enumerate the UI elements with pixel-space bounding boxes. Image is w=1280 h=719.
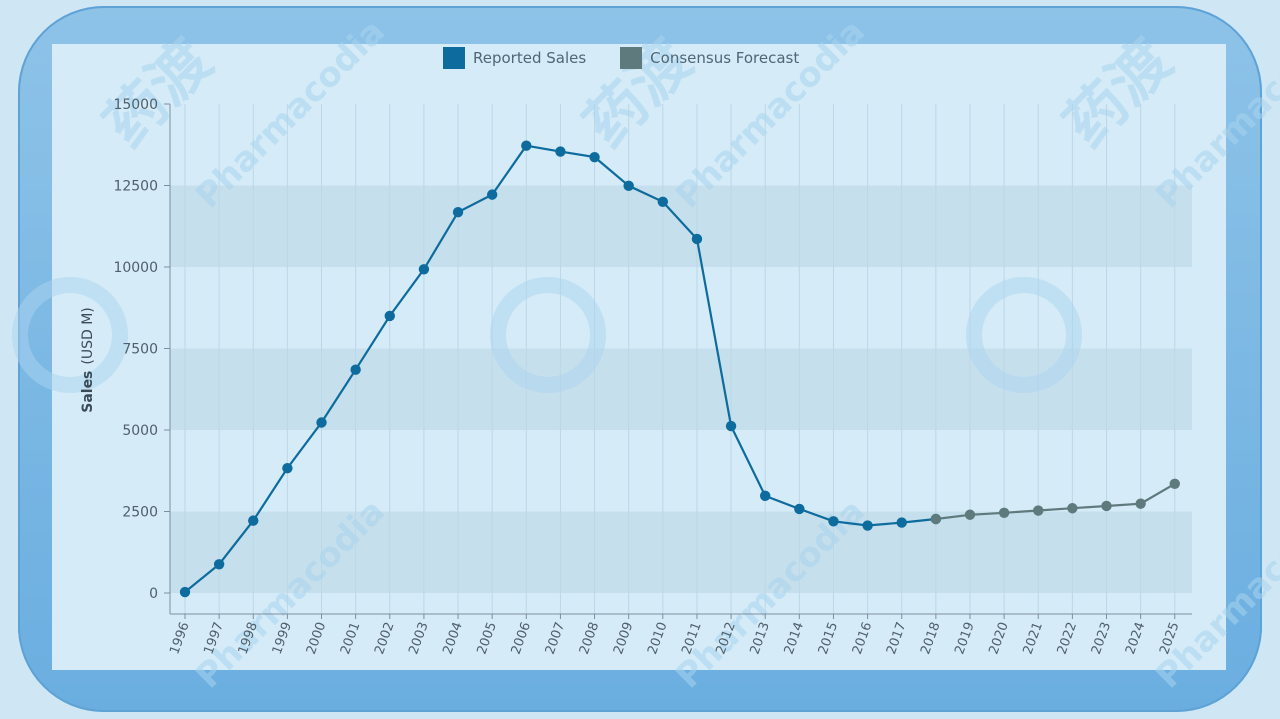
point-1-2018 (930, 513, 942, 525)
legend-item-reported[interactable]: Reported Sales (443, 47, 586, 69)
point-1-2019 (964, 509, 976, 520)
x-tick-2015: 2015 (816, 620, 841, 656)
x-tick-2023: 2023 (1089, 620, 1114, 656)
y-tick-10000: 10000 (113, 260, 158, 276)
watermark-cn-1: 药渡 (91, 26, 225, 160)
point-0-1999 (282, 462, 293, 474)
watermark-cn-3: 药渡 (1051, 26, 1185, 160)
band-2 (170, 185, 1192, 267)
point-1-2025 (1169, 478, 1180, 489)
point-0-2011 (691, 233, 703, 245)
x-tick-2004: 2004 (440, 620, 465, 656)
x-tick-2010: 2010 (645, 620, 670, 656)
watermark-logo-2 (490, 277, 606, 393)
point-1-2022 (1067, 503, 1078, 514)
point-0-2003 (418, 264, 430, 275)
y-tick-12500: 12500 (113, 179, 158, 195)
point-0-1996 (179, 586, 191, 598)
legend: Reported Sales Consensus Forecast (443, 47, 799, 69)
point-0-2000 (316, 417, 327, 428)
legend-item-forecast[interactable]: Consensus Forecast (620, 47, 799, 69)
point-0-2008 (589, 151, 600, 163)
point-0-2012 (725, 420, 737, 432)
point-1-2021 (1033, 505, 1044, 516)
x-tick-2017: 2017 (884, 620, 909, 656)
y-axis-label: Sales (USD M) (80, 307, 96, 413)
point-0-2007 (555, 146, 566, 157)
point-0-2016 (862, 520, 873, 531)
y-tick-5000: 5000 (122, 423, 158, 439)
x-tick-2021: 2021 (1021, 620, 1046, 656)
x-tick-2018: 2018 (918, 620, 943, 656)
y-axis-label-unit: (USD M) (80, 307, 96, 364)
y-axis-label-main: Sales (80, 371, 96, 413)
y-tick-7500: 7500 (122, 342, 158, 358)
y-tick-0: 0 (149, 586, 158, 602)
x-tick-2001: 2001 (338, 620, 363, 656)
point-0-2014 (794, 503, 805, 515)
x-tick-2005: 2005 (475, 620, 500, 656)
legend-label-forecast: Consensus Forecast (650, 49, 800, 67)
x-tick-2002: 2002 (372, 620, 397, 656)
point-0-1998 (248, 515, 259, 526)
point-1-2020 (998, 507, 1010, 519)
point-0-2002 (384, 310, 395, 322)
series-points (179, 140, 1180, 598)
x-tick-2019: 2019 (952, 620, 977, 656)
point-1-2023 (1101, 500, 1112, 512)
vertical-gridlines (184, 104, 1176, 614)
point-0-1997 (213, 559, 225, 570)
y-tick-2500: 2500 (122, 505, 158, 521)
y-tick-15000: 15000 (113, 97, 158, 113)
axes (169, 104, 1192, 615)
legend-swatch-reported (443, 47, 465, 69)
point-0-2013 (760, 490, 771, 502)
x-tick-1996: 1996 (167, 620, 192, 656)
band-0 (170, 511, 1192, 593)
x-tick-2000: 2000 (304, 620, 329, 656)
point-0-2015 (828, 516, 839, 527)
x-tick-labels: 1996 1997 1998 1999 2000 2001 2002 2003 2004 2005… (167, 614, 1183, 656)
point-0-2017 (896, 517, 907, 528)
point-0-2010 (657, 196, 669, 207)
x-tick-2016: 2016 (850, 620, 875, 656)
alternating-bands (170, 185, 1192, 593)
point-1-2024 (1135, 498, 1146, 509)
point-0-2005 (486, 189, 498, 200)
point-0-2001 (350, 364, 361, 375)
point-0-2006 (521, 140, 532, 151)
y-axis-title: Sales (USD M) (80, 307, 96, 413)
x-tick-2014: 2014 (782, 620, 807, 656)
y-tick-labels: 0 2500 5000 7500 10000 12500 15000 (113, 97, 170, 602)
watermark-logo-3 (966, 277, 1082, 393)
x-tick-2009: 2009 (611, 620, 636, 656)
x-tick-2003: 2003 (406, 620, 431, 656)
x-tick-2022: 2022 (1055, 620, 1080, 656)
x-tick-2020: 2020 (986, 620, 1011, 656)
legend-label-reported: Reported Sales (473, 49, 587, 67)
x-tick-2006: 2006 (509, 620, 534, 656)
watermark-brand-3: Pharmacodia (1148, 12, 1280, 217)
point-0-2009 (623, 180, 634, 192)
legend-swatch-forecast (620, 47, 643, 69)
series-line-1 (935, 482, 1176, 521)
x-tick-2024: 2024 (1123, 620, 1148, 656)
point-0-2004 (452, 207, 464, 218)
x-tick-2008: 2008 (577, 620, 602, 656)
x-tick-2007: 2007 (543, 620, 568, 656)
watermark-logo-1 (12, 277, 128, 393)
